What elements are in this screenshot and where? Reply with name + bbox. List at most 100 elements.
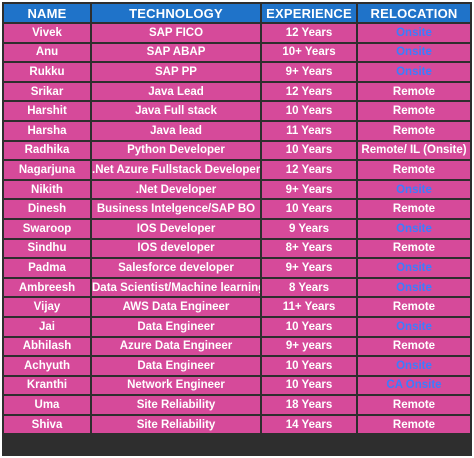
table-body: Vivek SAP FICO 12 Years Onsite Anu SAP ABAP 10…	[4, 24, 470, 434]
relocation-cell: Remote	[358, 161, 470, 179]
header-relocation: RELOCATION	[358, 4, 470, 22]
resource-table: NAME TECHNOLOGY EXPERIENCE RELOCATION Vi…	[2, 2, 472, 435]
relocation-cell: Onsite	[358, 357, 470, 375]
name-cell: Radhika	[4, 141, 90, 160]
relocation-cell: Onsite	[358, 24, 470, 42]
experience-cell: 8+ Years	[262, 239, 356, 258]
technology-cell: SAP FICO	[92, 24, 260, 42]
technology-cell: .Net Azure Fullstack Developer	[92, 161, 260, 179]
relocation-cell: Remote	[358, 396, 470, 414]
name-cell: Ambreesh	[4, 278, 90, 297]
experience-cell: 10 Years	[262, 376, 356, 395]
table-row: Swaroop IOS Developer 9 Years Onsite	[4, 219, 470, 238]
technology-cell: Site Reliability	[92, 415, 260, 434]
table-row: Kranthi Network Engineer 10 Years CA Onsite	[4, 376, 470, 395]
table-row: Achyuth Data Engineer 10 Years Onsite	[4, 357, 470, 375]
name-cell: Nikith	[4, 180, 90, 199]
header-name: NAME	[4, 4, 90, 22]
technology-cell: Data Scientist/Machine learning	[92, 278, 260, 297]
technology-cell: Java Full stack	[92, 102, 260, 120]
name-cell: Shiva	[4, 415, 90, 434]
technology-cell: IOS Developer	[92, 219, 260, 238]
relocation-cell: Remote	[358, 102, 470, 120]
table-row: Abhilash Azure Data Engineer 9+ years Remot…	[4, 337, 470, 356]
table-row: Jai Data Engineer 10 Years Onsite	[4, 317, 470, 336]
relocation-cell: Remote	[358, 337, 470, 356]
experience-cell: 10 Years	[262, 317, 356, 336]
table-row: Sindhu IOS developer 8+ Years Remote	[4, 239, 470, 258]
relocation-cell: Onsite	[358, 259, 470, 277]
relocation-cell: Onsite	[358, 219, 470, 238]
relocation-cell: Onsite	[358, 278, 470, 297]
experience-cell: 11 Years	[262, 121, 356, 140]
name-cell: Uma	[4, 396, 90, 414]
table-row: Shiva Site Reliability 14 Years Remote	[4, 415, 470, 434]
table-row: Nikith .Net Developer 9+ Years Onsite	[4, 180, 470, 199]
name-cell: Padma	[4, 259, 90, 277]
table-row: Srikar Java Lead 12 Years Remote	[4, 82, 470, 101]
relocation-cell: Remote	[358, 82, 470, 101]
header-experience: EXPERIENCE	[262, 4, 356, 22]
name-cell: Dinesh	[4, 200, 90, 218]
technology-cell: Python Developer	[92, 141, 260, 160]
experience-cell: 10 Years	[262, 357, 356, 375]
name-cell: Anu	[4, 43, 90, 62]
experience-cell: 18 Years	[262, 396, 356, 414]
name-cell: Achyuth	[4, 357, 90, 375]
name-cell: Abhilash	[4, 337, 90, 356]
relocation-cell: Remote/ IL (Onsite)	[358, 141, 470, 160]
relocation-cell: Remote	[358, 121, 470, 140]
technology-cell: Data Engineer	[92, 317, 260, 336]
experience-cell: 11+ Years	[262, 298, 356, 316]
experience-cell: 9+ years	[262, 337, 356, 356]
experience-cell: 12 Years	[262, 82, 356, 101]
technology-cell: .Net Developer	[92, 180, 260, 199]
relocation-cell: Remote	[358, 200, 470, 218]
relocation-cell: Onsite	[358, 63, 470, 81]
name-cell: Srikar	[4, 82, 90, 101]
table-row: Dinesh Business Intelgence/SAP BO 10 Years…	[4, 200, 470, 218]
technology-cell: Java lead	[92, 121, 260, 140]
header-technology: TECHNOLOGY	[92, 4, 260, 22]
experience-cell: 8 Years	[262, 278, 356, 297]
table-row: Vijay AWS Data Engineer 11+ Years Remote	[4, 298, 470, 316]
technology-cell: AWS Data Engineer	[92, 298, 260, 316]
name-cell: Rukku	[4, 63, 90, 81]
table-row: Ambreesh Data Scientist/Machine learning 8…	[4, 278, 470, 297]
technology-cell: SAP ABAP	[92, 43, 260, 62]
name-cell: Sindhu	[4, 239, 90, 258]
technology-cell: SAP PP	[92, 63, 260, 81]
name-cell: Harsha	[4, 121, 90, 140]
table-row: Harsha Java lead 11 Years Remote	[4, 121, 470, 140]
technology-cell: Salesforce developer	[92, 259, 260, 277]
experience-cell: 10+ Years	[262, 43, 356, 62]
table-row: Uma Site Reliability 18 Years Remote	[4, 396, 470, 414]
header-row: NAME TECHNOLOGY EXPERIENCE RELOCATION	[4, 4, 470, 22]
experience-cell: 9+ Years	[262, 180, 356, 199]
table-row: Nagarjuna .Net Azure Fullstack Developer 1…	[4, 161, 470, 179]
relocation-cell: Remote	[358, 239, 470, 258]
experience-cell: 12 Years	[262, 161, 356, 179]
experience-cell: 12 Years	[262, 24, 356, 42]
name-cell: Jai	[4, 317, 90, 336]
table-row: Vivek SAP FICO 12 Years Onsite	[4, 24, 470, 42]
experience-cell: 10 Years	[262, 200, 356, 218]
relocation-cell: Onsite	[358, 43, 470, 62]
name-cell: Swaroop	[4, 219, 90, 238]
experience-cell: 14 Years	[262, 415, 356, 434]
technology-cell: Data Engineer	[92, 357, 260, 375]
technology-cell: Azure Data Engineer	[92, 337, 260, 356]
technology-cell: Business Intelgence/SAP BO	[92, 200, 260, 218]
name-cell: Vivek	[4, 24, 90, 42]
name-cell: Harshit	[4, 102, 90, 120]
name-cell: Kranthi	[4, 376, 90, 395]
technology-cell: Java Lead	[92, 82, 260, 101]
table-row: Harshit Java Full stack 10 Years Remote	[4, 102, 470, 120]
experience-cell: 10 Years	[262, 141, 356, 160]
relocation-cell: Onsite	[358, 180, 470, 199]
experience-cell: 9+ Years	[262, 63, 356, 81]
table-row: Padma Salesforce developer 9+ Years Onsite	[4, 259, 470, 277]
experience-cell: 10 Years	[262, 102, 356, 120]
relocation-cell: Onsite	[358, 317, 470, 336]
